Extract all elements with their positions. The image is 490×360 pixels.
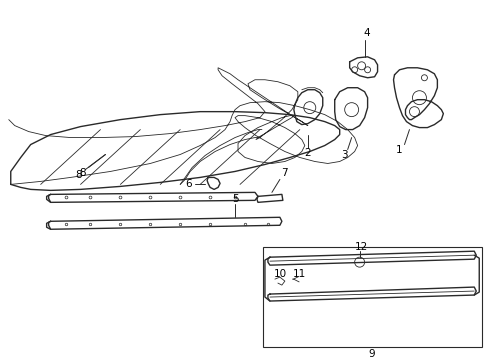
Text: 7: 7: [282, 168, 288, 179]
Bar: [263, 247, 482, 347]
Text: 3: 3: [342, 149, 348, 159]
Text: 6: 6: [185, 179, 192, 189]
Text: 12: 12: [355, 242, 368, 252]
Text: 8: 8: [75, 170, 82, 180]
Text: 10: 10: [273, 269, 287, 279]
Text: 4: 4: [363, 28, 370, 38]
Text: 1: 1: [396, 144, 403, 154]
Text: 8: 8: [79, 168, 86, 179]
Text: 11: 11: [293, 269, 306, 279]
Text: 5: 5: [232, 194, 238, 204]
Text: 9: 9: [368, 349, 375, 359]
Text: 2: 2: [304, 148, 311, 158]
